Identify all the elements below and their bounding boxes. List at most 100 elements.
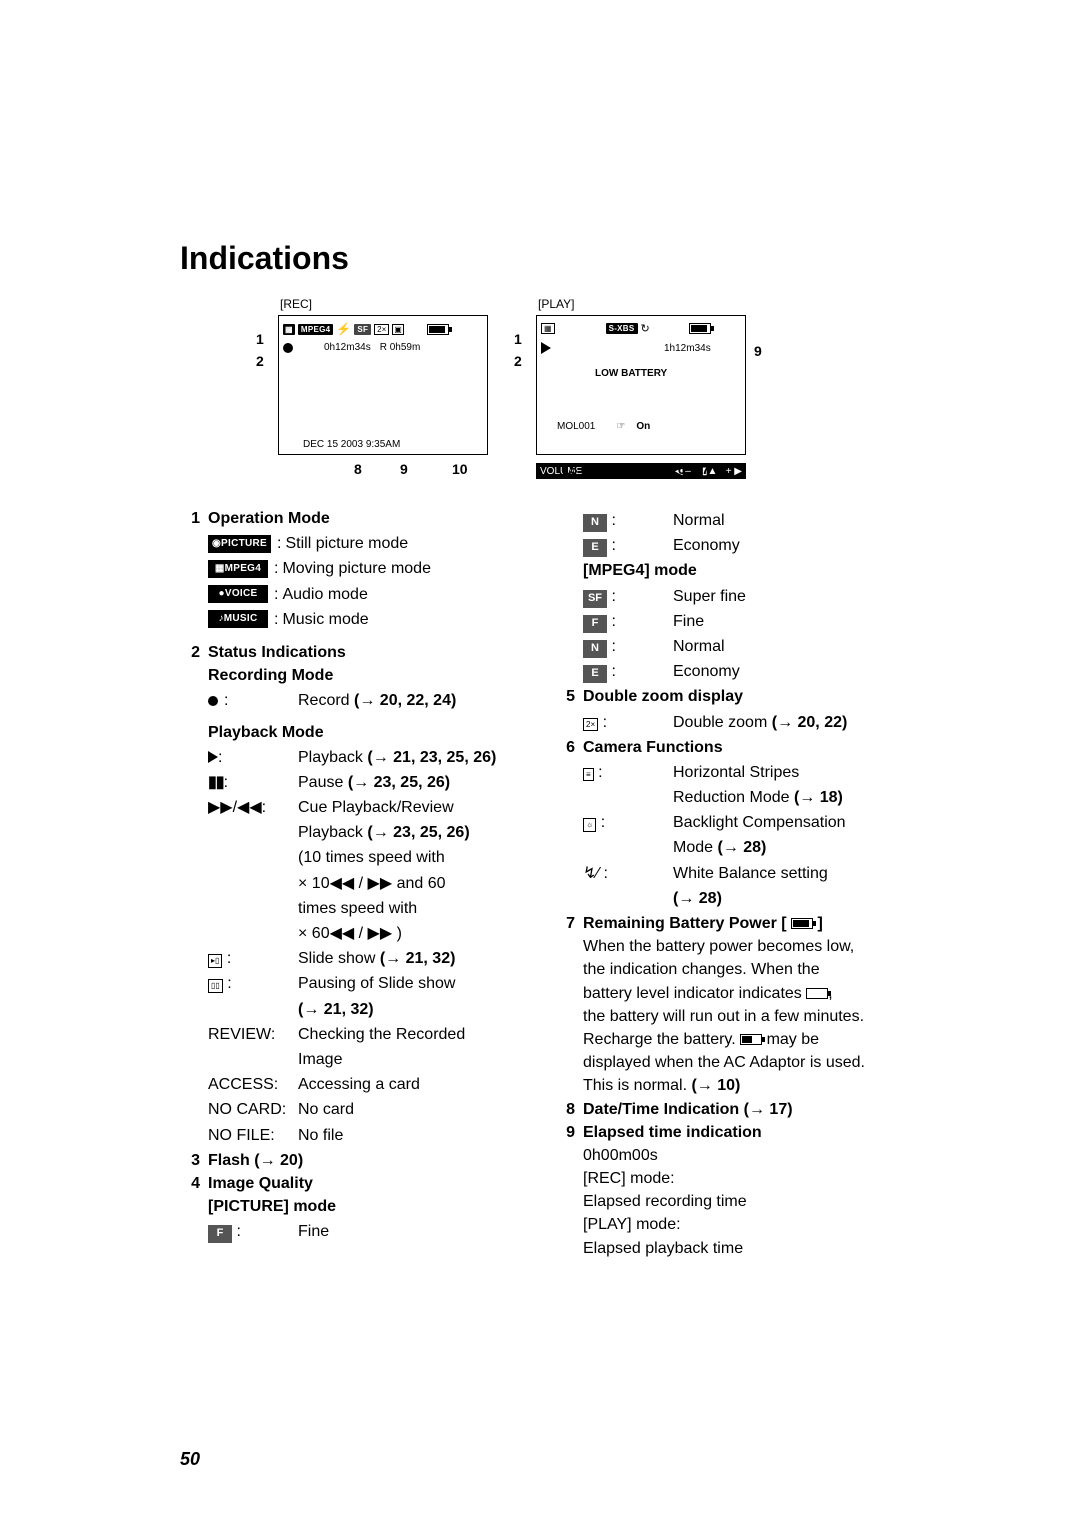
fine-t: Fine (298, 1220, 525, 1243)
play-label: [PLAY] (538, 297, 746, 311)
s1-h: Operation Mode (208, 507, 330, 530)
cnum: 2 (514, 353, 522, 369)
cnum: 8 (354, 461, 362, 477)
cue2-ref: (→ 23, 25, 26) (367, 824, 469, 841)
hs2-t: Reduction Mode (673, 789, 790, 806)
nocard-label: NO CARD: (208, 1098, 298, 1121)
wb-icon: ↯⁄ (583, 865, 599, 882)
playback-ref: (→ 21, 23, 25, 26) (367, 749, 496, 766)
access-t: Accessing a card (298, 1073, 525, 1096)
cnum: 2 (256, 353, 264, 369)
mpeg4-badge: ▦ MPEG4 (208, 560, 268, 578)
s2-h2: Recording Mode (180, 664, 525, 687)
battery-icon (791, 918, 813, 929)
s9-l2: [REC] mode: (555, 1167, 900, 1190)
s8-h: Date/Time Indication (583, 1101, 739, 1118)
access-label: ACCESS: (208, 1073, 298, 1096)
music-badge: ♪ MUSIC (208, 610, 268, 628)
review-label: REVIEW: (208, 1023, 298, 1046)
s9-l4: [PLAY] mode: (555, 1213, 900, 1236)
cue5: times speed with (298, 897, 525, 920)
content-columns: 1Operation Mode ◉ PICTURE:Still picture … (180, 507, 900, 1260)
review-t: Checking the Recorded (298, 1023, 525, 1046)
pause-t: Pause (298, 774, 343, 791)
s6-h: Camera Functions (583, 736, 723, 759)
wb-ref: (→ 28) (673, 887, 900, 910)
mpeg4-h: [MPEG4] mode (555, 559, 900, 582)
s9-h: Elapsed time indication (583, 1121, 762, 1144)
s7-h: Remaining Battery Power [ (583, 915, 787, 932)
mpeg4-badge: MPEG4 (298, 324, 334, 335)
e-badge: E (583, 539, 607, 557)
f-badge: F (583, 615, 607, 633)
bl2-t: Mode (673, 839, 713, 856)
rec-screen: ▦ MPEG4 ⚡ SF 2× ▣ 0h12m34s R 0h59m DEC 1… (278, 315, 488, 455)
zoom-badge: 2× (374, 324, 389, 335)
pslide-ref: (→ 21, 32) (298, 998, 525, 1021)
s7-p5b: may be (762, 1031, 819, 1048)
zoom-badge: 2× (583, 718, 598, 732)
normal-t: Normal (673, 509, 900, 532)
cnum: 1 (514, 331, 522, 347)
battery-icon (740, 1034, 762, 1045)
rec-dot-icon (283, 343, 293, 353)
play-icon (541, 342, 551, 354)
bl-t: Backlight Compensation (673, 811, 900, 834)
s7-p6: displayed when the AC Adaptor is used. (555, 1051, 900, 1074)
s4-h2: [PICTURE] mode (180, 1195, 525, 1218)
s7-p5a: Recharge the battery. (583, 1031, 740, 1048)
pslide-t: Pausing of Slide show (298, 972, 525, 995)
n-t: Normal (673, 635, 900, 658)
battery-icon (427, 324, 449, 335)
left-column: 1Operation Mode ◉ PICTURE:Still picture … (180, 507, 525, 1260)
n-badge: N (583, 514, 607, 532)
e-t: Economy (673, 660, 900, 683)
s9-l1: 0h00m00s (555, 1144, 900, 1167)
audio-mode: Audio mode (282, 583, 525, 606)
e-badge: E (583, 665, 607, 683)
page-number: 50 (180, 1449, 200, 1470)
f-badge: F (208, 1225, 232, 1243)
nofile-label: NO FILE: (208, 1124, 298, 1147)
bl-ref: (→ 28) (717, 839, 766, 856)
rec-dot-icon (208, 696, 218, 706)
cue2: Playback (298, 824, 363, 841)
right-column: N :Normal E :Economy [MPEG4] mode SF :Su… (555, 507, 900, 1260)
playback-mode-h: Playback Mode (180, 721, 525, 744)
play-diagram: [PLAY] 1 2 11 12 7 9 ▦ S-XBS ↻ 1h12m34s … (518, 297, 746, 479)
wb-t: White Balance setting (673, 862, 900, 885)
economy-t: Economy (673, 534, 900, 557)
cnum: 14 (614, 461, 630, 477)
zoom-t: Double zoom (673, 714, 767, 731)
remain: R 0h59m (380, 342, 421, 353)
rec-diagram: [REC] 1 2 3 4 5 6 7 ▦ MPEG4 ⚡ SF 2× ▣ (260, 297, 488, 479)
low-battery: LOW BATTERY (595, 368, 667, 379)
cnum: 15 (644, 461, 660, 477)
rec-label: [REC] (280, 297, 488, 311)
s4-h: Image Quality (208, 1172, 313, 1195)
cue6: × 60◀◀ / ▶▶ ) (298, 922, 525, 945)
slide-ref: (→ 21, 32) (380, 950, 456, 967)
cnum: 1 (256, 331, 264, 347)
diagrams: [REC] 1 2 3 4 5 6 7 ▦ MPEG4 ⚡ SF 2× ▣ (260, 297, 900, 479)
s5-h: Double zoom display (583, 685, 743, 708)
page-title: Indications (180, 240, 900, 277)
s3-h: Flash (208, 1152, 250, 1169)
cue1: Cue Playback/Review (298, 796, 525, 819)
cue-icon: ▶▶/◀◀ (208, 799, 262, 816)
datetime: DEC 15 2003 9:35AM (303, 439, 400, 450)
sf-badge: SF (354, 324, 371, 335)
s9-l3: Elapsed recording time (555, 1190, 900, 1213)
s9-l5: Elapsed playback time (555, 1237, 900, 1260)
still-picture: Still picture mode (285, 532, 525, 555)
s7-p7: This is normal. (583, 1077, 691, 1094)
battery-icon (689, 323, 711, 334)
music-mode: Music mode (282, 608, 525, 631)
play-time: 1h12m34s (664, 343, 711, 354)
s7-p3a: battery level indicator indicates (583, 985, 806, 1002)
elapsed: 0h12m34s (324, 342, 371, 353)
cnum: 16 (670, 461, 686, 477)
s2-h: Status Indications (208, 641, 346, 664)
hstripes-icon: ≡ (583, 768, 594, 782)
cue4: × 10◀◀ / ▶▶ and 60 (298, 872, 525, 895)
